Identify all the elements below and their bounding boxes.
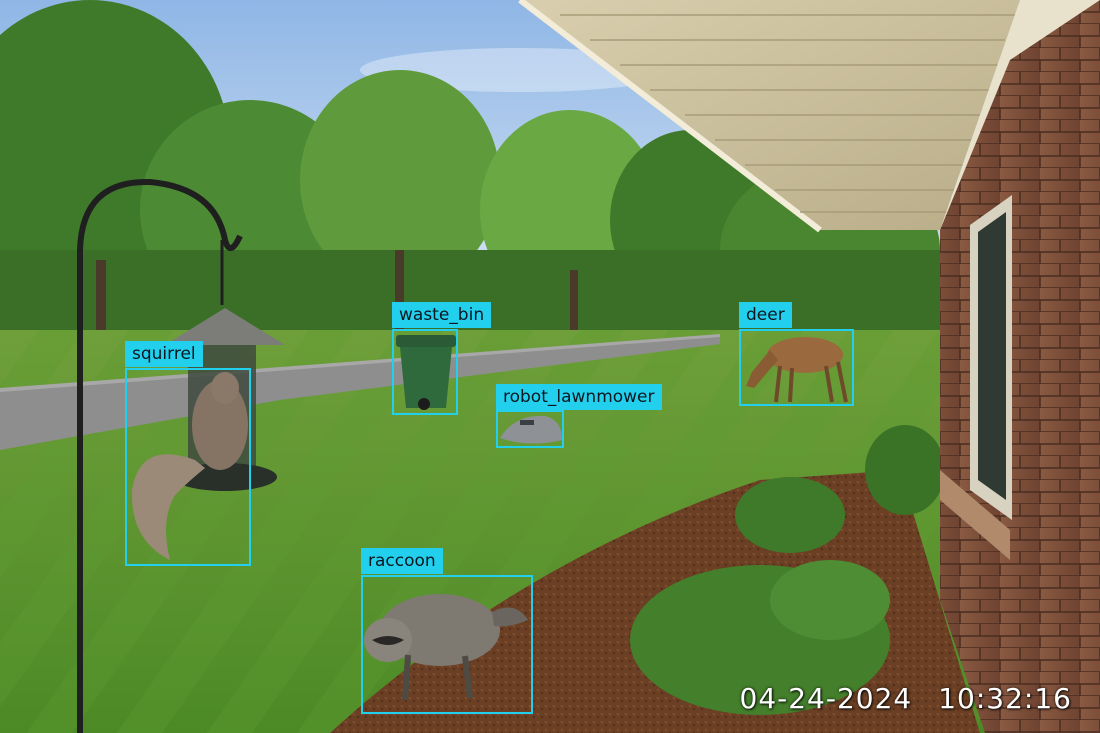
shrubs	[630, 425, 945, 715]
waste-bin-bounding-box	[392, 329, 458, 415]
timestamp-time: 10:32:16	[938, 682, 1072, 715]
waste-bin-object	[396, 335, 456, 410]
deer-object	[746, 337, 848, 403]
timestamp-date: 04-24-2024	[739, 682, 913, 715]
robot-lawnmower-detection-label: robot_lawnmower	[496, 384, 662, 410]
robot-lawnmower-bounding-box	[496, 410, 564, 448]
waste-bin-detection-label: waste_bin	[392, 302, 492, 328]
camera-timestamp: 04-24-2024 10:32:16	[740, 682, 1073, 715]
deer-detection-label: deer	[739, 302, 792, 328]
squirrel-bounding-box	[125, 368, 251, 566]
squirrel-object	[131, 372, 248, 560]
raccoon-bounding-box	[361, 575, 533, 714]
raccoon-detection-label: raccoon	[361, 548, 443, 574]
raccoon-object	[364, 594, 528, 701]
squirrel-detection-label: squirrel	[125, 341, 203, 367]
deer-bounding-box	[739, 329, 854, 406]
robot-lawnmower-object	[500, 415, 562, 444]
house	[518, 0, 1100, 733]
